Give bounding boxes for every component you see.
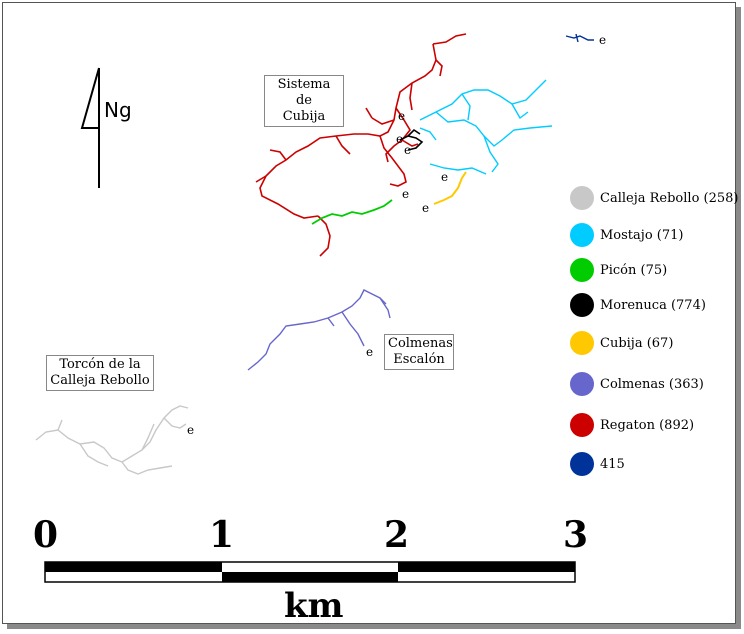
cave-survey-cubija bbox=[433, 171, 467, 205]
legend-dot-icon bbox=[570, 413, 594, 437]
label-text: Sistema de Cubija bbox=[277, 77, 331, 124]
scale-bar bbox=[44, 561, 576, 583]
legend-item-picon: Picón (75) bbox=[570, 257, 667, 283]
cave-survey-picon bbox=[311, 199, 393, 225]
legend-dot-icon bbox=[570, 331, 594, 355]
cave-survey-regaton bbox=[255, 33, 467, 257]
scale-tick-2: 2 bbox=[384, 514, 410, 556]
legend-label: 415 bbox=[600, 456, 625, 472]
legend-dot-icon bbox=[570, 372, 594, 396]
entrance-markers: e e e e e e e e e bbox=[187, 33, 606, 437]
legend-label: Mostajo (71) bbox=[600, 227, 684, 243]
scale-tick-1: 1 bbox=[209, 514, 235, 556]
label-torcon-calleja-rebollo: Torcón de la Calleja Rebollo bbox=[46, 355, 154, 391]
entrance-marker: e bbox=[404, 143, 411, 157]
scale-tick-3: 3 bbox=[563, 514, 589, 556]
cave-survey-mostajo bbox=[419, 79, 553, 175]
legend-label: Regaton (892) bbox=[600, 417, 695, 433]
legend-item-regaton: Regaton (892) bbox=[570, 412, 694, 438]
map-frame bbox=[2, 2, 736, 624]
legend-label: Colmenas (363) bbox=[600, 376, 704, 392]
legend-item-415: 415 bbox=[570, 451, 625, 477]
cave-survey-calleja-rebollo bbox=[35, 405, 189, 475]
legend-item-cubija: Cubija (67) bbox=[570, 330, 673, 356]
north-label: Ng bbox=[104, 98, 132, 122]
entrance-marker: e bbox=[599, 33, 606, 47]
entrance-marker: e bbox=[187, 423, 194, 437]
cave-survey-415 bbox=[565, 33, 594, 43]
scale-tick-0: 0 bbox=[33, 514, 59, 556]
legend-item-morenuca: Morenuca (774) bbox=[570, 292, 706, 318]
entrance-marker: e bbox=[396, 132, 403, 146]
entrance-marker: e bbox=[402, 187, 409, 201]
entrance-marker: e bbox=[398, 109, 405, 123]
label-colmenas-escalon: Colmenas Escalón bbox=[384, 334, 454, 370]
cave-survey-morenuca bbox=[399, 128, 424, 151]
label-text: Torcón de la Calleja Rebollo bbox=[50, 357, 150, 388]
legend-label: Picón (75) bbox=[600, 262, 668, 278]
legend-item-calleja-rebollo: Calleja Rebollo (258) bbox=[570, 185, 738, 211]
cave-survey-colmenas bbox=[247, 289, 391, 371]
label-text: Colmenas Escalón bbox=[388, 336, 453, 367]
legend-label: Morenuca (774) bbox=[600, 297, 706, 313]
legend-label: Cubija (67) bbox=[600, 335, 674, 351]
scale-units: km bbox=[284, 586, 344, 626]
legend-dot-icon bbox=[570, 452, 594, 476]
legend-dot-icon bbox=[570, 258, 594, 282]
legend-dot-icon bbox=[570, 293, 594, 317]
legend-dot-icon bbox=[570, 186, 594, 210]
entrance-marker: e bbox=[422, 201, 429, 215]
legend-label: Calleja Rebollo (258) bbox=[600, 190, 739, 206]
legend-item-colmenas: Colmenas (363) bbox=[570, 371, 704, 397]
label-sistema-cubija: Sistema de Cubija bbox=[264, 75, 344, 127]
entrance-marker: e bbox=[441, 170, 448, 184]
north-arrow-icon bbox=[80, 67, 100, 188]
legend-dot-icon bbox=[570, 223, 594, 247]
legend-item-mostajo: Mostajo (71) bbox=[570, 222, 683, 248]
entrance-marker: e bbox=[366, 345, 373, 359]
